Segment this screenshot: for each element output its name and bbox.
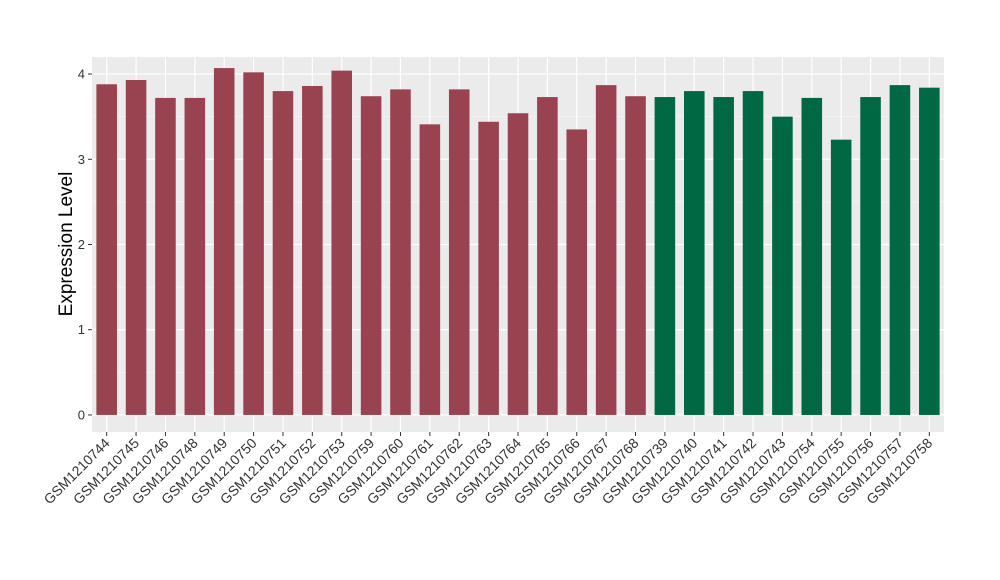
bar-GSM1210762 [448, 89, 470, 415]
y-axis: 0 1 2 3 4 [78, 67, 92, 422]
bar-GSM1210741 [713, 97, 734, 415]
bar-GSM1210745 [125, 80, 147, 415]
y-axis-title: Expression Level [56, 172, 77, 317]
bar-GSM1210740 [683, 91, 705, 415]
bar-GSM1210755 [830, 139, 852, 415]
y-tick-label: 4 [78, 67, 85, 82]
bar-GSM1210746 [155, 97, 176, 415]
y-tick-label: 3 [78, 152, 85, 167]
bar-GSM1210756 [860, 97, 881, 415]
y-tick-label: 0 [78, 407, 85, 422]
bar-GSM1210766 [566, 129, 588, 415]
bar-GSM1210753 [331, 70, 353, 415]
bar-GSM1210749 [213, 68, 235, 415]
bar-GSM1210763 [478, 121, 499, 415]
bar-GSM1210764 [507, 113, 529, 415]
bar-GSM1210759 [360, 96, 382, 415]
bar-GSM1210744 [96, 84, 117, 415]
bar-GSM1210750 [243, 72, 264, 415]
bar-GSM1210767 [595, 85, 617, 415]
x-axis: GSM1210744GSM1210745GSM1210746GSM1210748… [40, 432, 936, 507]
bars [96, 68, 940, 415]
bar-GSM1210743 [772, 116, 793, 415]
y-tick-label: 2 [78, 237, 85, 252]
bar-GSM1210757 [889, 85, 911, 415]
bar-GSM1210754 [801, 97, 823, 415]
bar-GSM1210761 [419, 124, 441, 415]
y-tick-label: 1 [78, 322, 85, 337]
bar-GSM1210760 [390, 89, 411, 415]
bar-GSM1210742 [742, 91, 764, 415]
bar-GSM1210739 [654, 97, 676, 415]
bar-GSM1210752 [302, 85, 323, 415]
bar-GSM1210751 [272, 91, 294, 415]
bar-GSM1210758 [919, 87, 940, 415]
bar-GSM1210768 [625, 96, 646, 415]
bar-GSM1210748 [184, 97, 206, 415]
bar-GSM1210765 [537, 97, 558, 415]
